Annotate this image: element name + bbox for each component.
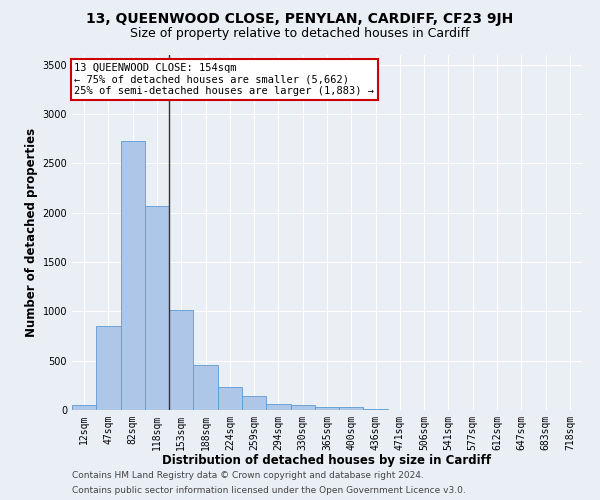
- X-axis label: Distribution of detached houses by size in Cardiff: Distribution of detached houses by size …: [163, 454, 491, 468]
- Text: 13, QUEENWOOD CLOSE, PENYLAN, CARDIFF, CF23 9JH: 13, QUEENWOOD CLOSE, PENYLAN, CARDIFF, C…: [86, 12, 514, 26]
- Bar: [193, 365, 218, 410]
- Bar: [72, 404, 96, 410]
- Bar: [339, 407, 364, 410]
- Bar: [290, 405, 315, 410]
- Text: Contains public sector information licensed under the Open Government Licence v3: Contains public sector information licen…: [72, 486, 466, 495]
- Bar: [242, 396, 266, 410]
- Bar: [364, 409, 388, 410]
- Bar: [315, 406, 339, 410]
- Bar: [169, 310, 193, 410]
- Y-axis label: Number of detached properties: Number of detached properties: [25, 128, 38, 337]
- Text: Size of property relative to detached houses in Cardiff: Size of property relative to detached ho…: [130, 28, 470, 40]
- Text: Contains HM Land Registry data © Crown copyright and database right 2024.: Contains HM Land Registry data © Crown c…: [72, 471, 424, 480]
- Bar: [96, 326, 121, 410]
- Bar: [145, 206, 169, 410]
- Bar: [121, 141, 145, 410]
- Bar: [218, 388, 242, 410]
- Bar: [266, 404, 290, 410]
- Text: 13 QUEENWOOD CLOSE: 154sqm
← 75% of detached houses are smaller (5,662)
25% of s: 13 QUEENWOOD CLOSE: 154sqm ← 75% of deta…: [74, 63, 374, 96]
